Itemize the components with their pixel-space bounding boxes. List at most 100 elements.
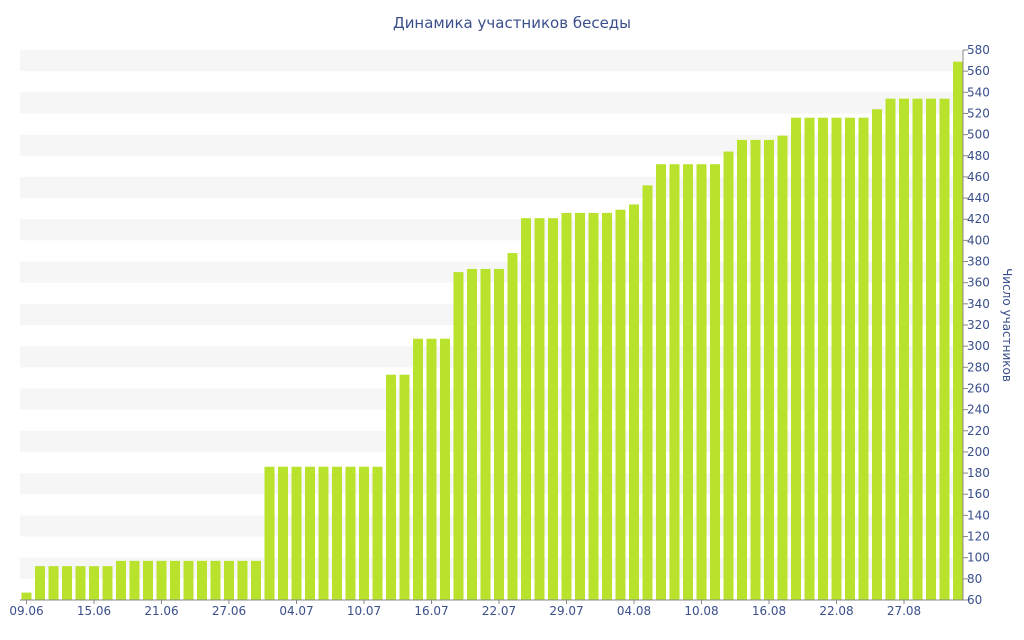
y-tick-label: 300 <box>967 339 990 353</box>
bar <box>737 139 747 600</box>
bar <box>21 592 32 600</box>
x-tick-label: 15.06 <box>77 604 111 618</box>
bar <box>804 117 815 600</box>
bar <box>507 253 518 600</box>
bar <box>467 268 477 600</box>
bar <box>534 218 545 601</box>
x-tick-label: 10.07 <box>347 604 381 618</box>
bar <box>278 466 288 600</box>
bar <box>345 466 356 600</box>
bar <box>116 560 126 600</box>
x-tick-label: 16.08 <box>752 604 786 618</box>
x-tick-label: 27.08 <box>887 604 921 618</box>
bar <box>48 566 59 600</box>
x-tick-label: 04.08 <box>617 604 651 618</box>
y-tick-label: 260 <box>967 381 990 395</box>
bar <box>845 117 855 600</box>
bar <box>750 139 761 600</box>
bar <box>197 560 207 600</box>
bar <box>237 560 248 600</box>
bar <box>521 218 531 601</box>
x-tick-label: 16.07 <box>414 604 448 618</box>
bar <box>656 164 666 601</box>
bar <box>332 466 342 600</box>
bar <box>764 139 774 600</box>
chart-title: Динамика участников беседы <box>393 14 631 32</box>
bar <box>75 566 86 600</box>
x-tick-label: 22.07 <box>482 604 516 618</box>
bar <box>899 98 909 601</box>
bar <box>696 164 707 601</box>
bar <box>953 61 963 600</box>
bar <box>251 560 261 600</box>
bar <box>912 98 923 601</box>
y-tick-label: 460 <box>967 170 990 184</box>
x-tick-label: 04.07 <box>279 604 313 618</box>
y-tick-label: 140 <box>967 508 990 522</box>
y-tick-label: 80 <box>967 572 982 586</box>
bar <box>318 466 329 600</box>
bar <box>710 164 720 601</box>
bar <box>35 566 45 600</box>
bar <box>480 268 491 600</box>
bar <box>561 212 572 600</box>
bar <box>669 164 680 601</box>
bar <box>629 204 639 601</box>
bar <box>791 117 801 600</box>
y-tick-label: 520 <box>967 106 990 120</box>
bar <box>359 466 369 600</box>
y-tick-label: 540 <box>967 85 990 99</box>
y-tick-label: 340 <box>967 297 990 311</box>
y-tick-label: 560 <box>967 64 990 78</box>
y-tick-label: 200 <box>967 445 990 459</box>
bar <box>305 466 315 600</box>
bar <box>548 218 558 601</box>
bar <box>386 374 396 600</box>
bar <box>129 560 140 600</box>
y-tick-label: 280 <box>967 360 990 374</box>
y-tick-label: 400 <box>967 233 990 247</box>
bar <box>426 338 437 600</box>
y-tick-label: 500 <box>967 128 990 142</box>
y-tick-label: 440 <box>967 191 990 205</box>
y-tick-label: 160 <box>967 487 990 501</box>
y-tick-label: 220 <box>967 424 990 438</box>
bar <box>156 560 167 600</box>
y-tick-label: 420 <box>967 212 990 226</box>
bar <box>413 338 423 600</box>
bar <box>62 566 72 600</box>
y-tick-label: 580 <box>967 43 990 57</box>
x-tick-label: 10.08 <box>684 604 718 618</box>
x-tick-label: 09.06 <box>9 604 43 618</box>
bar <box>602 212 612 600</box>
bar <box>818 117 828 600</box>
y-tick-label: 380 <box>967 255 990 269</box>
y-tick-label: 100 <box>967 551 990 565</box>
grid-band <box>20 92 963 114</box>
bar <box>494 268 504 600</box>
bar <box>926 98 936 601</box>
y-tick-label: 360 <box>967 276 990 290</box>
bar <box>372 466 383 600</box>
x-axis-ticks: 09.06 15.06 21.06 27.06 04.07 10.07 16.07 22.07… <box>9 600 921 618</box>
grid-band <box>20 134 963 156</box>
bar <box>399 374 410 600</box>
bar <box>575 212 585 600</box>
y-axis-ticks: 60 80 100 120 140 160 180 200 220 240 260 280 300 320… <box>963 43 990 607</box>
bar <box>291 466 302 600</box>
grid-band <box>20 50 963 72</box>
y-tick-label: 60 <box>967 593 982 607</box>
bar <box>224 560 234 600</box>
bar <box>170 560 180 600</box>
x-tick-label: 27.06 <box>212 604 246 618</box>
bar <box>615 209 626 600</box>
bar <box>453 272 464 600</box>
y-tick-label: 120 <box>967 530 990 544</box>
bar <box>723 151 734 601</box>
y-tick-label: 320 <box>967 318 990 332</box>
x-tick-label: 21.06 <box>144 604 178 618</box>
bars <box>21 61 963 601</box>
x-tick-label: 29.07 <box>549 604 583 618</box>
bar <box>939 98 950 601</box>
